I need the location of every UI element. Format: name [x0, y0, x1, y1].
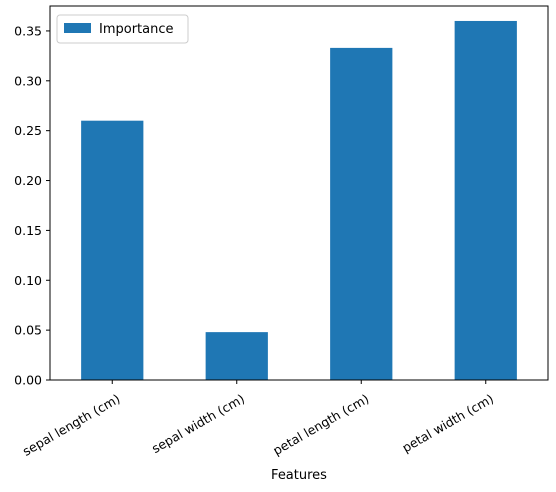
bar-3	[454, 20, 517, 381]
y-tick-label-3: 0.15	[14, 223, 42, 238]
legend-swatch	[64, 23, 91, 33]
x-tick-label-1: sepal width (cm)	[149, 391, 247, 456]
y-tick-label-2: 0.10	[14, 273, 42, 288]
y-tick-label-1: 0.05	[14, 323, 42, 338]
legend: Importance	[56, 14, 189, 44]
bar-2	[330, 47, 393, 380]
x-tick-label-2: petal length (cm)	[270, 391, 371, 458]
bar-0	[81, 120, 144, 380]
y-tick-label-0: 0.00	[14, 373, 42, 388]
y-axis: 0.00 0.05 0.10 0.15 0.20 0.25 0.30 0.35	[14, 23, 50, 388]
x-axis-label: Features	[271, 468, 327, 483]
bars-group	[81, 20, 517, 381]
x-tick-label-3: petal width (cm)	[399, 391, 496, 455]
y-tick-label-4: 0.20	[14, 173, 42, 188]
bar-1	[205, 332, 268, 380]
y-tick-label-5: 0.25	[14, 123, 42, 138]
legend-box	[56, 14, 189, 44]
y-tick-label-7: 0.35	[14, 23, 42, 38]
plot-frame	[49, 5, 549, 381]
y-tick-label-6: 0.30	[14, 73, 42, 88]
x-axis: sepal length (cm) sepal width (cm) petal l…	[20, 380, 496, 459]
x-tick-label-0: sepal length (cm)	[20, 391, 123, 459]
legend-label: Importance	[99, 22, 174, 37]
